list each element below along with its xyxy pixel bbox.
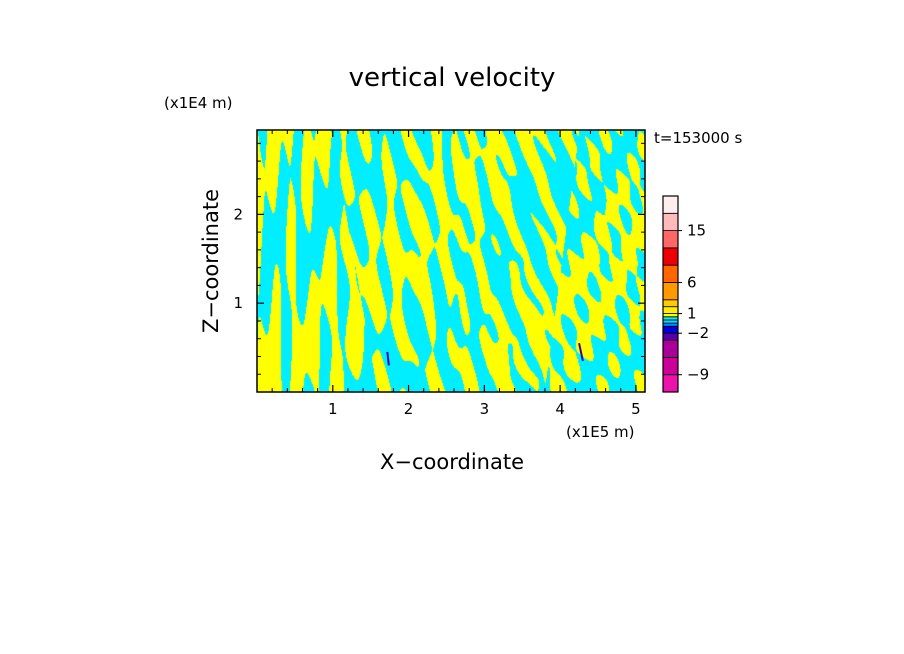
- x-unit-label: (x1E5 m): [566, 423, 635, 441]
- colorbar-band: [662, 319, 679, 324]
- y-axis-label: Z−coordinate: [199, 189, 223, 333]
- colorbar-frame: [662, 195, 679, 393]
- time-label: t=153000 s: [654, 129, 742, 147]
- colorbar-band: [662, 313, 679, 318]
- colorbar-band: [662, 325, 679, 334]
- colorbar-tick-label: 6: [687, 273, 697, 291]
- colorbar-band: [662, 195, 679, 214]
- colorbar-band: [662, 264, 679, 283]
- colorbar-band: [662, 306, 679, 314]
- colorbar-ticks: 15 6 1−2 −9: [678, 222, 709, 384]
- y-tick-label: 2: [233, 205, 243, 223]
- colorbar-band: [662, 299, 679, 308]
- colorbar-band: [662, 339, 679, 358]
- y-unit-label: (x1E4 m): [164, 94, 233, 112]
- colorbar-band: [662, 374, 679, 393]
- colorbar-band: [662, 332, 679, 341]
- negative-core-streak: [578, 342, 584, 362]
- colorbar: [662, 195, 679, 393]
- colorbar-band: [662, 357, 679, 376]
- colorbar-tick-label: −9: [687, 366, 709, 384]
- y-tick-label: 1: [233, 294, 243, 312]
- colorbar-band: [662, 322, 679, 327]
- x-tick-label: 4: [555, 400, 565, 418]
- x-tick-label: 5: [631, 400, 641, 418]
- colorbar-tick-label: −2: [687, 324, 709, 342]
- negative-core-streak: [386, 351, 390, 366]
- colorbar-band: [662, 316, 679, 321]
- colorbar-band: [662, 230, 679, 249]
- x-tick-label: 3: [480, 400, 490, 418]
- x-tick-label: 2: [404, 400, 414, 418]
- x-axis-label: X−coordinate: [380, 450, 524, 474]
- colorbar-tick-label: 15: [687, 222, 706, 240]
- colorbar-tick-label: 1: [687, 305, 697, 323]
- colorbar-band: [662, 247, 679, 266]
- colorbar-band: [662, 282, 679, 301]
- velocity-field-image: [257, 130, 645, 392]
- velocity-field: [257, 130, 645, 392]
- x-tick-label: 1: [328, 400, 338, 418]
- colorbar-band: [662, 212, 679, 231]
- plot-frame: [256, 129, 646, 393]
- x-axis-ticks: 1 2 3 4 5: [271, 130, 641, 418]
- y-axis-ticks: 12: [233, 142, 645, 375]
- chart-title: vertical velocity: [349, 63, 556, 93]
